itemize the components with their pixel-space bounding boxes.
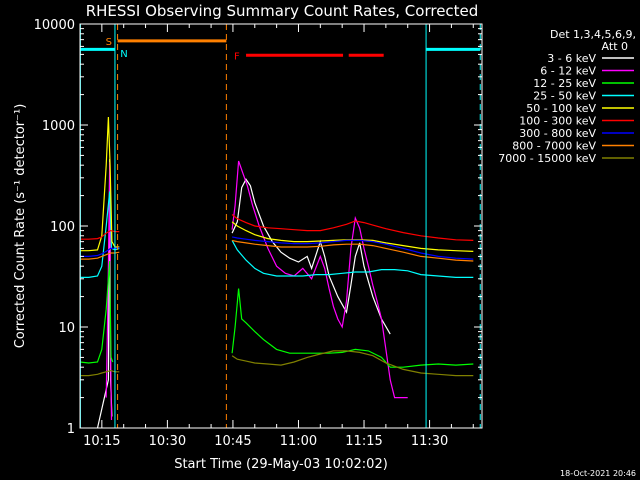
x-tick-label-10-45: 10:45 — [214, 434, 251, 449]
x-axis-ticks: 10:15 10:30 10:45 11:00 11:15 11:30 — [79, 24, 474, 449]
chart-title: RHESSI Observing Summary Count Rates, Co… — [86, 2, 479, 20]
bar-label-n: N — [120, 49, 127, 60]
legend-label-12-25-kev: 12 - 25 keV — [533, 77, 596, 90]
legend-header-line-1: Det 1,3,4,5,6,9, — [550, 28, 636, 41]
series-line-6-12-kev-segment-2 — [231, 160, 408, 399]
legend-label-3-6-kev: 3 - 6 keV — [547, 52, 596, 65]
x-axis-label: Start Time (29-May-03 10:02:02) — [174, 457, 388, 472]
y-tick-label-100: 100 — [50, 220, 75, 235]
series-line-50-100-kev-segment-1 — [80, 116, 120, 252]
series-line-800-7000-kev-segment-2 — [231, 239, 474, 262]
legend-header-line-2: Att 0 — [602, 40, 628, 53]
legend-label-300-800-kev: 300 - 800 keV — [519, 127, 596, 140]
y-tick-label-1: 1 — [67, 422, 75, 437]
series-line-25-50-kev-segment-2 — [231, 240, 474, 278]
timestamp: 18-Oct-2021 20:46 — [560, 469, 636, 478]
x-tick-label-11-15: 11:15 — [345, 434, 382, 449]
flag-label-f: F — [234, 51, 240, 62]
flag-bars: S F N — [80, 37, 481, 62]
series-lines — [79, 116, 474, 429]
x-tick-label-11-00: 11:00 — [280, 434, 317, 449]
legend-label-25-50-kev: 25 - 50 keV — [533, 90, 596, 103]
x-tick-label-11-30: 11:30 — [411, 434, 448, 449]
series-line-50-100-kev-segment-2 — [231, 221, 474, 252]
series-line-12-25-kev-segment-1 — [79, 260, 114, 364]
y-axis-label: Corrected Count Rate (s⁻¹ detector⁻¹) — [13, 104, 28, 349]
series-line-25-50-kev-segment-1 — [80, 191, 120, 278]
y-tick-label-1000: 1000 — [42, 119, 75, 134]
series-line-100-300-kev-segment-1 — [80, 229, 120, 240]
series-line-800-7000-kev-segment-1 — [80, 251, 120, 260]
x-tick-label-10-15: 10:15 — [83, 434, 120, 449]
y-tick-label-10: 10 — [58, 321, 75, 336]
legend-label-6-12-kev: 6 - 12 keV — [540, 65, 596, 78]
series-line-7000-15000-kev-segment-2 — [231, 350, 474, 377]
y-axis-ticks: 1 10 100 1000 10000 — [34, 18, 482, 437]
legend-label-7000-15000-kev: 7000 - 15000 keV — [498, 152, 596, 165]
series-line-7000-15000-kev-segment-1 — [80, 369, 120, 377]
legend-label-100-300-kev: 100 - 300 keV — [519, 115, 596, 128]
legend-label-800-7000-kev: 800 - 7000 keV — [512, 140, 596, 153]
series-line-3-6-kev-segment-2 — [231, 178, 391, 335]
y-tick-label-10000: 10000 — [34, 18, 75, 33]
x-tick-label-10-30: 10:30 — [149, 434, 186, 449]
flag-label-s: S — [106, 37, 112, 48]
series-line-100-300-kev-segment-2 — [231, 214, 474, 241]
legend-label-50-100-kev: 50 - 100 keV — [526, 102, 596, 115]
series-line-300-800-kev-segment-2 — [231, 236, 474, 260]
series-line-300-800-kev-segment-1 — [80, 247, 120, 257]
